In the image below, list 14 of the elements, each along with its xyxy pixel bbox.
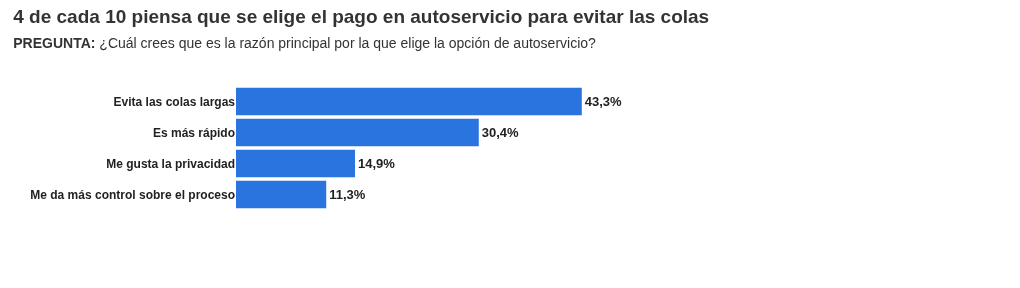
- chart-subtitle: PREGUNTA: ¿Cuál crees que es la razón principal por la que elige la opción de autoservicio?: [13, 34, 597, 51]
- bar: [236, 118, 479, 147]
- y-tick-label: Me gusta la privacidad: [106, 156, 235, 171]
- chart-title: 4 de cada 10 piensa que se elige el pago en autoservicio para evitar las colas: [13, 6, 710, 28]
- bar: [236, 87, 582, 116]
- y-tick-label: Es más rápido: [152, 125, 235, 140]
- data-label: 14,9%: [357, 156, 396, 171]
- y-tick-label: Evita las colas largas: [113, 94, 236, 109]
- data-label: 11,3%: [329, 187, 366, 202]
- y-tick-label: Me da más control sobre el proceso: [30, 187, 235, 202]
- data-label: 43,3%: [584, 94, 623, 109]
- bar: [236, 180, 327, 209]
- bar: [236, 149, 355, 178]
- data-label: 30,4%: [481, 125, 520, 140]
